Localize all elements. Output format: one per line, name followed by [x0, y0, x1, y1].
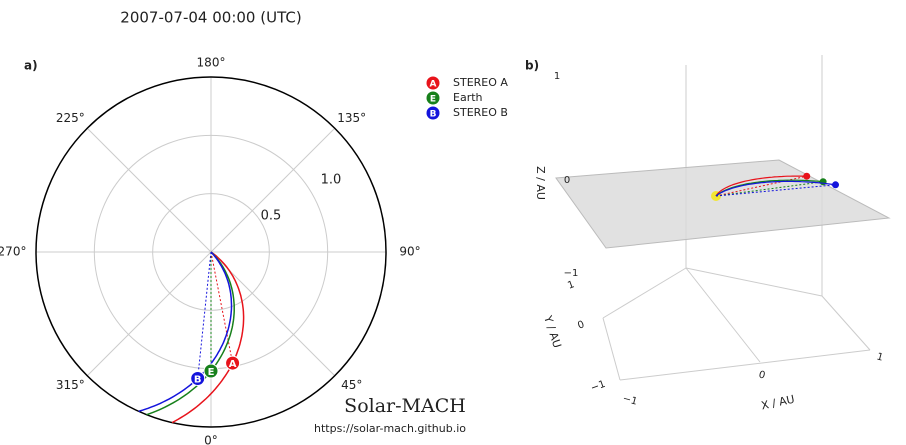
- legend-symbol: B: [430, 110, 437, 120]
- legend-marker: [426, 106, 440, 120]
- body-symbol: E: [208, 367, 215, 378]
- body-marker-3d: [832, 181, 840, 189]
- theta-tick-label: 45°: [341, 378, 362, 392]
- grid-line: [210, 127, 336, 253]
- connection-3d: [715, 175, 807, 197]
- legend-label: STEREO B: [453, 106, 508, 119]
- axis-title: Z / AU: [534, 166, 547, 200]
- legend-label: STEREO A: [453, 76, 508, 89]
- theta-tick-label: 90°: [399, 245, 420, 259]
- panel-label: b): [525, 59, 539, 73]
- body-symbol: A: [229, 359, 237, 370]
- parker-spiral: [146, 251, 235, 416]
- axis-title: Y / AU: [541, 313, 564, 349]
- connection: [197, 251, 212, 379]
- r-tick-label: 1.0: [321, 172, 342, 187]
- parker-spiral: [171, 251, 245, 424]
- theta-tick-label: 270°: [0, 245, 26, 259]
- body-marker: [203, 363, 219, 379]
- polar-frame: [35, 76, 387, 428]
- axis-tick-label: −1: [589, 379, 607, 394]
- panel-label: a): [24, 59, 38, 73]
- r-tick-label: 0.5: [261, 208, 282, 223]
- connection-3d: [715, 184, 836, 197]
- parker-spiral-3d: [715, 175, 807, 197]
- parker-spiral: [138, 251, 233, 413]
- legend-symbol: E: [430, 95, 436, 105]
- axis-title: X / AU: [760, 393, 796, 413]
- axis-tick-label: −1: [564, 268, 579, 279]
- grid-line: [86, 127, 212, 253]
- body-marker: [190, 370, 206, 386]
- 3d-box: [555, 55, 891, 381]
- axis-tick-label: 1: [875, 351, 884, 363]
- legend-label: Earth: [453, 91, 483, 104]
- body-marker-3d: [819, 178, 827, 186]
- axis-tick-label: −1: [621, 393, 638, 407]
- grid-line: [86, 251, 212, 377]
- grid-ring: [152, 193, 270, 311]
- legend-marker: [426, 91, 440, 105]
- axis-tick-label: 0: [757, 369, 766, 381]
- axis-tick-label: 1: [554, 71, 560, 82]
- theta-tick-label: 225°: [56, 111, 85, 125]
- grid-line: [210, 251, 336, 377]
- theta-tick-label: 0°: [204, 434, 218, 445]
- connection: [210, 251, 234, 364]
- axis-tick-label: 1: [566, 279, 576, 292]
- chart-title: 2007-07-04 00:00 (UTC): [120, 9, 301, 27]
- parker-spiral-3d: [715, 180, 836, 197]
- brand: Solar-MACH: [344, 395, 466, 417]
- legend-marker: [426, 76, 440, 90]
- axis-tick-label: 0: [564, 175, 570, 186]
- theta-tick-label: 315°: [56, 378, 85, 392]
- axis-tick-label: 0: [576, 319, 586, 332]
- body-symbol: B: [194, 374, 202, 385]
- theta-tick-label: 180°: [197, 56, 226, 70]
- url: https://solar-mach.github.io: [314, 422, 466, 435]
- legend-symbol: A: [430, 80, 437, 90]
- theta-tick-label: 135°: [337, 111, 366, 125]
- body-marker-3d: [803, 172, 811, 180]
- body-marker: [225, 355, 241, 371]
